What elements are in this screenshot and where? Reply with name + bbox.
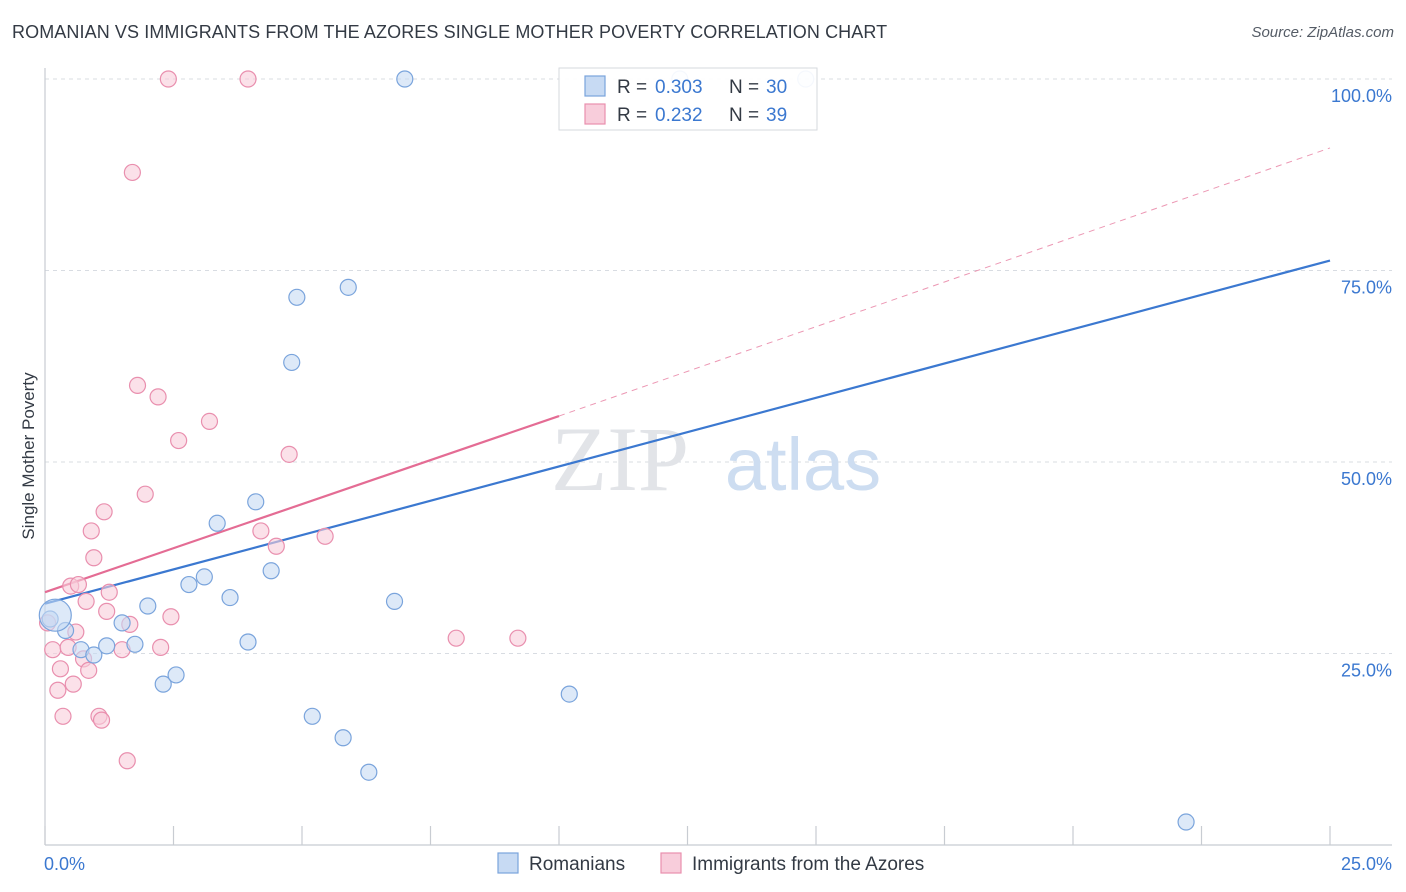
point-azores	[80, 661, 98, 679]
point-romanians	[283, 353, 301, 372]
point-azores	[252, 522, 270, 540]
point-azores	[82, 522, 100, 540]
point-romanians	[239, 633, 257, 651]
point-azores	[159, 70, 177, 88]
point-romanians	[180, 575, 198, 594]
point-azores	[170, 431, 188, 450]
data-points	[38, 70, 1195, 831]
legend-label: Romanians	[529, 854, 625, 875]
stats-r-value: 0.232	[655, 105, 703, 126]
point-romanians	[85, 646, 103, 664]
point-romanians	[139, 597, 157, 615]
y-tick-label: 75.0%	[1341, 278, 1392, 298]
point-azores	[280, 445, 298, 463]
point-azores	[128, 376, 147, 394]
point-romanians	[195, 568, 213, 586]
point-azores	[267, 537, 285, 555]
stats-n-label: N =	[729, 77, 759, 98]
point-azores	[64, 675, 82, 693]
x-tick-label: 0.0%	[44, 854, 85, 874]
stats-n-value: 39	[766, 105, 787, 126]
point-romanians	[560, 685, 578, 703]
point-romanians	[262, 562, 280, 580]
chart-title: ROMANIAN VS IMMIGRANTS FROM THE AZORES S…	[12, 22, 888, 42]
point-romanians	[288, 288, 306, 306]
point-azores	[162, 608, 180, 626]
stats-legend: R = 0.303 N = 30 R = 0.232 N = 39	[558, 67, 818, 131]
stats-n-label: N =	[729, 105, 759, 126]
point-azores	[98, 602, 116, 620]
legend-swatch	[497, 852, 519, 874]
point-azores	[69, 575, 88, 594]
point-azores	[49, 681, 67, 699]
stats-r-label: R =	[617, 105, 647, 126]
point-romanians	[360, 763, 378, 781]
point-romanians	[396, 70, 414, 88]
grid-lines	[45, 78, 1392, 654]
axes	[44, 68, 1392, 846]
point-azores	[509, 629, 527, 647]
stats-r-label: R =	[617, 77, 647, 98]
point-romanians	[154, 675, 172, 693]
point-azores	[200, 412, 219, 431]
series-legend: Romanians Immigrants from the Azores	[497, 852, 924, 875]
point-romanians	[113, 614, 131, 632]
point-azores	[51, 660, 70, 678]
point-romanians	[38, 598, 72, 632]
trend-extension-azores	[558, 147, 1331, 417]
stats-legend-swatch	[584, 103, 606, 125]
point-azores	[95, 503, 113, 521]
legend-swatch	[660, 852, 682, 874]
watermark-zip: ZIP	[551, 408, 689, 510]
point-azores	[152, 638, 170, 656]
point-azores	[92, 711, 111, 729]
y-tick-label: 25.0%	[1341, 661, 1392, 681]
point-azores	[136, 485, 154, 503]
point-romanians	[167, 666, 185, 684]
point-azores	[77, 592, 95, 611]
point-romanians	[126, 635, 144, 653]
point-romanians	[303, 707, 321, 725]
trend-lines	[44, 147, 1331, 605]
y-tick-label: 100.0%	[1331, 86, 1392, 106]
point-azores	[44, 641, 62, 659]
watermark-atlas: atlas	[725, 423, 881, 506]
point-romanians	[221, 588, 239, 607]
y-tick-label: 50.0%	[1341, 469, 1392, 489]
trend-line-romanians	[44, 259, 1331, 605]
stats-n-value: 30	[766, 77, 787, 98]
point-azores	[149, 388, 167, 406]
stats-legend-swatch	[584, 75, 606, 97]
point-azores	[85, 549, 103, 567]
point-romanians	[339, 278, 357, 296]
trend-line-azores	[44, 414, 560, 594]
point-romanians	[334, 729, 352, 747]
point-azores	[316, 527, 334, 545]
tick-labels: 25.0% 50.0% 75.0% 100.0% 0.0% 25.0%	[44, 86, 1392, 874]
point-romanians	[98, 637, 116, 655]
legend-label: Immigrants from the Azores	[692, 854, 924, 875]
point-romanians	[208, 514, 226, 532]
point-azores	[54, 707, 72, 725]
point-romanians	[247, 493, 265, 511]
point-azores	[447, 629, 465, 647]
point-azores	[239, 70, 257, 88]
x-tick-label: 25.0%	[1341, 854, 1392, 874]
point-azores	[123, 163, 141, 182]
stats-r-value: 0.303	[655, 77, 703, 98]
point-romanians	[1177, 813, 1195, 831]
point-azores	[100, 583, 118, 601]
point-azores	[118, 752, 136, 770]
point-romanians	[385, 592, 404, 611]
watermark: ZIP atlas	[551, 408, 881, 510]
y-axis-label: Single Mother Poverty	[19, 372, 38, 540]
source-label: Source: ZipAtlas.com	[1251, 24, 1394, 41]
